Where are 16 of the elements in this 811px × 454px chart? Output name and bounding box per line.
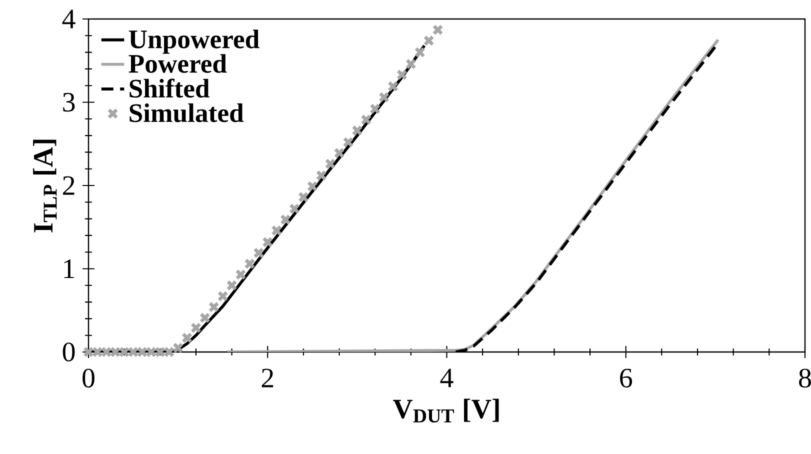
y-tick-label: 0 xyxy=(62,342,75,362)
legend-label: Shifted xyxy=(130,78,210,98)
y-tick-label: 3 xyxy=(63,92,75,112)
x-tick-label: 8 xyxy=(799,368,811,388)
legend-label: Unpowered xyxy=(128,30,260,54)
x-tick-label: 2 xyxy=(262,368,274,388)
x-tick-label: 6 xyxy=(620,368,632,388)
y-tick-label: 4 xyxy=(62,10,76,28)
y-tick-label: 2 xyxy=(63,176,74,195)
y-tick-label: 1 xyxy=(64,260,74,278)
x-tick-label: 4 xyxy=(440,368,454,388)
legend-label: Powered xyxy=(128,54,227,73)
legend-label: Simulated xyxy=(130,103,244,122)
x-tick-label: 0 xyxy=(82,368,94,388)
y-axis-title: I$_{TLP}$ [A] xyxy=(33,140,57,232)
x-axis-title: V$_{DUT}$ [V] xyxy=(392,398,499,423)
